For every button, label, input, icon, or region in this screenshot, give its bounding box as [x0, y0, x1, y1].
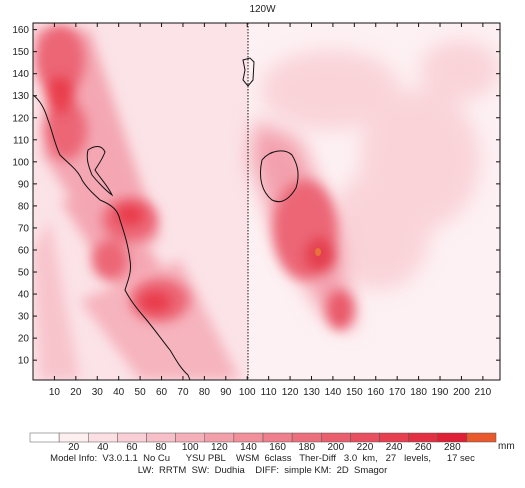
y-tick-label: 160 — [12, 25, 29, 36]
y-tick-label: 80 — [18, 201, 30, 212]
y-tick-label: 10 — [18, 356, 30, 367]
colorbar-label: 180 — [298, 442, 315, 453]
y-tick-label: 30 — [18, 312, 30, 323]
colorbar-swatch — [262, 432, 293, 443]
model-info: Model Info: V3.0.1.1 No Cu YSU PBL WSM 6… — [0, 453, 525, 477]
precip-field — [33, 23, 500, 380]
colorbar-label: 200 — [327, 442, 344, 453]
x-tick-label: 120 — [282, 387, 299, 398]
axis-ticks: 10 20 30 40 50 60 70 80 90 100 110 120 130 140 150 160 1… — [12, 23, 500, 398]
colorbar-swatch — [204, 432, 235, 443]
y-tick-label: 40 — [18, 290, 30, 301]
y-tick-label: 110 — [13, 135, 29, 146]
colorbar-label: 60 — [126, 442, 138, 453]
x-tick-label: 50 — [135, 387, 147, 398]
plot-frame — [32, 22, 501, 381]
x-tick-label: 150 — [346, 387, 363, 398]
x-tick-label: 20 — [70, 387, 82, 398]
colorbar-swatch — [291, 432, 322, 443]
colorbar-swatch — [379, 432, 409, 443]
colorbar-label: 220 — [357, 442, 374, 453]
colorbar-label: 140 — [240, 442, 257, 453]
x-tick-label: 200 — [453, 387, 470, 398]
colorbar-label: 280 — [444, 442, 461, 453]
colorbar-label: 100 — [182, 442, 199, 453]
x-tick-label: 90 — [220, 387, 232, 398]
x-tick-label: 140 — [325, 387, 342, 398]
y-tick-label: 150 — [12, 47, 29, 58]
y-tick-label: 90 — [18, 179, 30, 190]
y-tick-label: 130 — [12, 91, 29, 102]
x-tick-label: 110 — [261, 387, 277, 398]
colorbar-label: 120 — [211, 442, 228, 453]
x-tick-label: 130 — [303, 387, 320, 398]
y-tick-label: 20 — [18, 334, 30, 345]
colorbar-label: 240 — [386, 442, 403, 453]
x-tick-label: 170 — [389, 387, 406, 398]
max-precip-spot — [315, 248, 321, 256]
coastline — [33, 57, 299, 380]
y-tick-label: 70 — [18, 223, 30, 234]
y-tick-label: 100 — [12, 157, 29, 168]
precipitation-map: 10 20 30 40 50 60 70 80 90 100 110 120 130 140 150 160 1… — [12, 22, 501, 398]
colorbar-swatch — [437, 432, 468, 443]
colorbar-swatch — [350, 432, 380, 443]
x-tick-label: 190 — [432, 387, 449, 398]
model-info-line-2: LW: RRTM SW: Dudhia DIFF: simple KM: 2D … — [137, 465, 388, 476]
x-tick-label: 60 — [156, 387, 168, 398]
colorbar-swatch — [146, 432, 176, 443]
x-tick-label: 210 — [475, 387, 492, 398]
x-tick-label: 80 — [199, 387, 211, 398]
x-tick-label: 30 — [92, 387, 104, 398]
colorbar-swatch — [117, 432, 147, 443]
colorbar-label: 80 — [156, 442, 168, 453]
colorbar-swatch — [408, 432, 438, 443]
x-tick-label: 40 — [113, 387, 125, 398]
colorbar-label: 260 — [415, 442, 432, 453]
x-tick-label: 10 — [49, 387, 61, 398]
colorbar-swatch — [29, 432, 60, 443]
colorbar-swatch — [233, 432, 264, 443]
y-tick-label: 50 — [18, 268, 30, 279]
y-tick-label: 140 — [12, 69, 29, 80]
y-tick-label: 60 — [18, 245, 30, 256]
colorbar-unit: mm — [498, 441, 515, 452]
model-info-line-1: Model Info: V3.0.1.1 No Cu YSU PBL WSM 6… — [50, 453, 475, 464]
colorbar-swatch — [58, 432, 89, 443]
colorbar-swatches — [29, 432, 497, 443]
x-tick-label: 160 — [367, 387, 384, 398]
y-tick-label: 120 — [12, 113, 29, 124]
colorbar-swatch — [88, 432, 118, 443]
x-tick-label: 70 — [177, 387, 189, 398]
colorbar-labels: 20 40 60 80 100 120 140 160 180 200 220 240 260 280 — [68, 442, 461, 453]
map-top-label: 120W — [249, 4, 276, 15]
colorbar-label: 160 — [269, 442, 286, 453]
colorbar-swatch — [175, 432, 205, 443]
colorbar-swatch — [466, 432, 497, 443]
colorbar-label: 20 — [68, 442, 80, 453]
colorbar-swatch — [321, 432, 351, 443]
x-tick-label: 180 — [410, 387, 427, 398]
colorbar-label: 40 — [97, 442, 109, 453]
x-tick-label: 100 — [239, 387, 256, 398]
